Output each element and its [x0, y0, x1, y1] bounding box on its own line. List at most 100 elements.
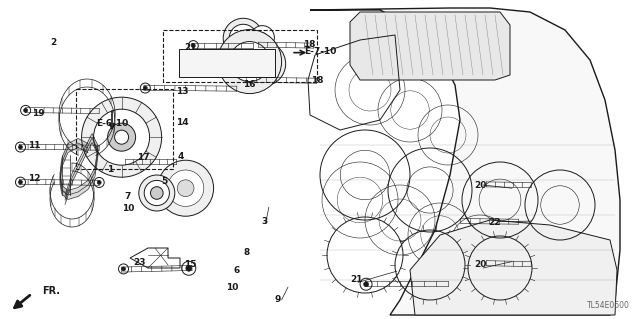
Circle shape	[168, 170, 204, 206]
Circle shape	[250, 26, 275, 50]
Circle shape	[122, 156, 132, 166]
Circle shape	[20, 105, 31, 115]
Text: 6: 6	[234, 266, 240, 275]
Circle shape	[186, 265, 192, 271]
Circle shape	[140, 83, 150, 93]
Circle shape	[97, 145, 101, 149]
Text: 8: 8	[243, 249, 250, 257]
Circle shape	[94, 142, 104, 152]
Text: 20: 20	[474, 260, 486, 269]
Circle shape	[248, 79, 258, 89]
Circle shape	[223, 18, 263, 58]
Text: 21: 21	[350, 275, 363, 284]
Circle shape	[108, 123, 136, 151]
Circle shape	[115, 130, 129, 144]
Text: 10: 10	[226, 283, 239, 292]
Circle shape	[257, 33, 268, 43]
Text: E-7-10: E-7-10	[304, 47, 337, 56]
Text: 19: 19	[32, 109, 45, 118]
Circle shape	[15, 177, 26, 187]
Circle shape	[150, 187, 163, 199]
Circle shape	[93, 109, 150, 165]
Circle shape	[364, 282, 369, 287]
Text: E-6-10: E-6-10	[96, 119, 128, 128]
Circle shape	[246, 78, 250, 82]
Text: 1: 1	[107, 165, 113, 174]
Circle shape	[457, 216, 467, 226]
Circle shape	[218, 30, 282, 93]
Text: 18: 18	[303, 40, 316, 49]
Circle shape	[483, 180, 493, 190]
Bar	[76, 89, 173, 169]
Text: 4: 4	[178, 152, 184, 161]
Text: 3: 3	[261, 217, 268, 226]
Circle shape	[230, 41, 269, 82]
Circle shape	[157, 160, 214, 216]
Polygon shape	[410, 220, 617, 315]
Bar	[179, 49, 275, 77]
Text: 23: 23	[133, 258, 146, 267]
Circle shape	[82, 97, 161, 177]
Text: 11: 11	[28, 141, 40, 150]
Circle shape	[122, 267, 125, 271]
Text: 7: 7	[125, 192, 131, 201]
Text: 22: 22	[488, 218, 501, 227]
Circle shape	[15, 142, 26, 152]
Circle shape	[255, 40, 265, 50]
Circle shape	[97, 181, 101, 184]
Circle shape	[360, 278, 372, 290]
Circle shape	[251, 82, 255, 86]
Text: 18: 18	[310, 76, 323, 85]
Text: TL54E0600: TL54E0600	[587, 301, 630, 310]
Circle shape	[258, 43, 262, 47]
Circle shape	[182, 261, 196, 275]
Circle shape	[236, 31, 250, 45]
Bar	[163, 30, 317, 82]
Text: 13: 13	[176, 87, 189, 96]
Circle shape	[188, 41, 198, 51]
Circle shape	[229, 24, 257, 52]
Text: FR.: FR.	[42, 286, 60, 296]
Circle shape	[511, 215, 523, 227]
Circle shape	[143, 86, 147, 90]
Circle shape	[125, 159, 129, 163]
Text: 16: 16	[243, 80, 256, 89]
Text: 5: 5	[161, 177, 168, 186]
Circle shape	[527, 182, 532, 187]
Circle shape	[483, 258, 493, 269]
Circle shape	[524, 179, 536, 191]
Text: 17: 17	[137, 153, 150, 162]
Polygon shape	[350, 12, 510, 80]
Circle shape	[239, 52, 260, 71]
Circle shape	[19, 145, 22, 149]
Text: 14: 14	[176, 118, 189, 127]
Circle shape	[524, 258, 536, 270]
Circle shape	[19, 180, 22, 184]
Circle shape	[243, 75, 253, 85]
Circle shape	[177, 180, 194, 197]
Circle shape	[444, 282, 449, 287]
Text: 12: 12	[28, 174, 40, 183]
Text: 20: 20	[474, 181, 486, 190]
Circle shape	[94, 177, 104, 188]
Circle shape	[242, 42, 285, 86]
Circle shape	[248, 48, 279, 79]
Text: 9: 9	[275, 295, 281, 304]
Circle shape	[144, 181, 170, 205]
Circle shape	[460, 219, 464, 223]
Text: 15: 15	[184, 260, 197, 269]
Circle shape	[527, 261, 532, 266]
Text: 2: 2	[50, 38, 56, 47]
Circle shape	[441, 278, 452, 290]
Text: 21: 21	[184, 43, 197, 52]
Circle shape	[486, 183, 490, 187]
Text: 10: 10	[122, 204, 134, 213]
Circle shape	[486, 262, 490, 265]
Circle shape	[139, 175, 175, 211]
Circle shape	[191, 44, 195, 48]
Polygon shape	[310, 8, 620, 315]
Circle shape	[118, 264, 129, 274]
Circle shape	[256, 56, 271, 71]
Circle shape	[515, 219, 520, 224]
Circle shape	[24, 108, 28, 112]
